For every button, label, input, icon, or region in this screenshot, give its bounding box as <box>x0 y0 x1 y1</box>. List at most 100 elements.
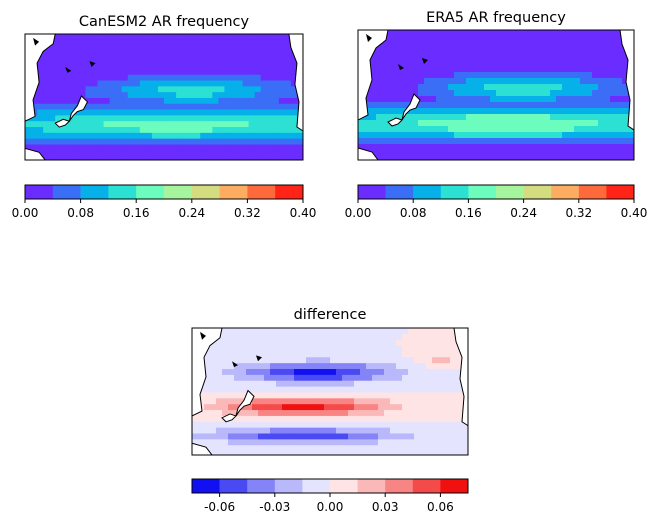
field-cell <box>382 96 389 103</box>
field-cell <box>454 138 461 145</box>
field-cell <box>466 126 473 133</box>
field-cell <box>182 63 189 69</box>
field-cell <box>318 375 325 381</box>
map-panel <box>25 34 303 162</box>
field-cell <box>282 416 289 422</box>
field-cell <box>466 96 473 103</box>
field-cell <box>300 328 307 334</box>
field-cell <box>348 369 355 375</box>
field-cell <box>408 334 415 340</box>
field-cell <box>622 132 629 139</box>
field-cell <box>562 78 569 85</box>
field-cell <box>502 78 509 85</box>
field-cell <box>484 66 491 73</box>
field-cell <box>372 439 379 445</box>
field-cell <box>448 120 455 127</box>
field-cell <box>496 72 503 79</box>
field-cell <box>568 144 575 151</box>
field-cell <box>261 40 268 46</box>
field-cell <box>448 42 455 49</box>
field-cell <box>496 120 503 127</box>
field-cell <box>544 120 551 127</box>
field-cell <box>532 72 539 79</box>
field-cell <box>158 46 165 52</box>
field-cell <box>484 42 491 49</box>
field-cell <box>580 138 587 145</box>
field-cell <box>252 328 259 334</box>
field-cell <box>342 340 349 346</box>
field-cell <box>348 328 355 334</box>
field-cell <box>430 156 437 163</box>
field-cell <box>568 132 575 139</box>
field-cell <box>372 357 379 363</box>
field-cell <box>396 422 403 428</box>
field-cell <box>158 133 165 139</box>
field-cell <box>436 30 443 37</box>
field-cell <box>378 416 385 422</box>
field-cell <box>472 138 479 145</box>
field-cell <box>430 150 437 157</box>
field-cell <box>330 428 337 434</box>
field-cell <box>550 114 557 121</box>
field-cell <box>230 139 237 145</box>
field-cell <box>438 445 445 451</box>
field-cell <box>43 98 50 104</box>
field-cell <box>312 346 319 352</box>
field-cell <box>378 392 385 398</box>
field-cell <box>472 90 479 97</box>
field-cell <box>372 369 379 375</box>
field-cell <box>438 351 445 357</box>
field-cell <box>450 351 457 357</box>
field-cell <box>592 132 599 139</box>
field-cell <box>568 114 575 121</box>
field-cell <box>61 133 68 139</box>
field-cell <box>418 48 425 55</box>
colorbar-swatch <box>192 479 220 493</box>
field-cell <box>520 36 527 43</box>
field-cell <box>454 96 461 103</box>
field-cell <box>285 57 292 63</box>
field-cell <box>218 133 225 139</box>
field-cell <box>122 139 129 145</box>
field-cell <box>228 404 235 410</box>
field-cell <box>382 78 389 85</box>
field-cell <box>240 369 247 375</box>
field-cell <box>412 132 419 139</box>
field-cell <box>414 363 421 369</box>
field-cell <box>188 127 195 133</box>
field-cell <box>424 96 431 103</box>
field-cell <box>508 108 515 115</box>
field-cell <box>526 30 533 37</box>
field-cell <box>508 114 515 121</box>
field-cell <box>586 54 593 61</box>
field-cell <box>182 133 189 139</box>
field-cell <box>496 48 503 55</box>
field-cell <box>276 404 283 410</box>
field-cell <box>110 63 117 69</box>
field-cell <box>212 34 219 40</box>
field-cell <box>382 54 389 61</box>
field-cell <box>218 150 225 156</box>
field-cell <box>472 72 479 79</box>
field-cell <box>448 48 455 55</box>
field-cell <box>396 398 403 404</box>
field-cell <box>128 86 135 92</box>
field-cell <box>240 445 247 451</box>
field-cell <box>294 445 301 451</box>
field-cell <box>418 78 425 85</box>
field-cell <box>228 451 235 457</box>
field-cell <box>592 96 599 103</box>
field-cell <box>454 144 461 151</box>
field-cell <box>490 102 497 109</box>
field-cell <box>291 104 298 110</box>
field-cell <box>402 369 409 375</box>
field-cell <box>388 156 395 163</box>
colorbar-swatch <box>302 479 330 493</box>
field-cell <box>604 60 611 67</box>
field-cell <box>188 34 195 40</box>
field-cell <box>438 392 445 398</box>
field-cell <box>230 69 237 75</box>
field-cell <box>442 132 449 139</box>
field-cell <box>261 110 268 116</box>
field-cell <box>258 375 265 381</box>
